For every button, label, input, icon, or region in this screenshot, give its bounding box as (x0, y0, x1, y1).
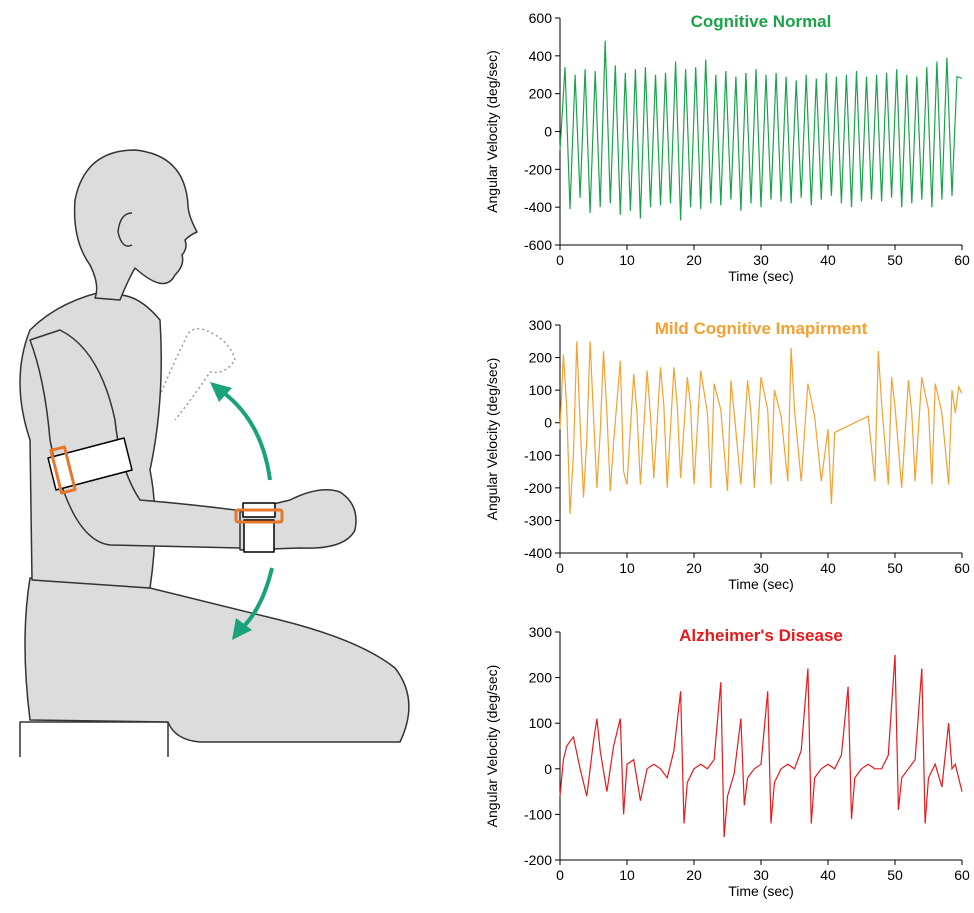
legs (25, 578, 409, 742)
y-tick-label: -100 (524, 806, 552, 822)
y-tick-label: -200 (524, 161, 552, 177)
y-tick-label: -600 (524, 237, 552, 253)
y-tick-label: 400 (529, 48, 553, 64)
y-tick-label: 0 (544, 124, 552, 140)
y-axis-label: Angular Velocity (deg/sec) (484, 665, 500, 828)
chart-title: Mild Cognitive Imapirment (655, 319, 868, 338)
chart-title: Cognitive Normal (691, 12, 832, 31)
x-tick-label: 20 (686, 252, 702, 268)
data-line (560, 655, 962, 837)
x-tick-label: 30 (753, 252, 769, 268)
y-tick-label: -400 (524, 545, 552, 561)
y-tick-label: 0 (544, 415, 552, 431)
y-tick-label: -200 (524, 480, 552, 496)
x-axis-label: Time (sec) (728, 268, 794, 284)
data-line (560, 41, 962, 221)
y-tick-label: -200 (524, 852, 552, 868)
x-tick-label: 60 (954, 252, 970, 268)
y-axis-label: Angular Velocity (deg/sec) (484, 358, 500, 521)
x-tick-label: 20 (686, 560, 702, 576)
y-tick-label: 200 (529, 670, 553, 686)
x-tick-label: 10 (619, 867, 635, 883)
y-tick-label: 0 (544, 761, 552, 777)
x-tick-label: 10 (619, 560, 635, 576)
x-axis-label: Time (sec) (728, 883, 794, 899)
y-tick-label: 100 (529, 382, 553, 398)
y-tick-label: -400 (524, 199, 552, 215)
x-tick-label: 40 (820, 560, 836, 576)
y-tick-label: 200 (529, 350, 553, 366)
stool (20, 722, 168, 757)
y-tick-label: 600 (529, 10, 553, 26)
y-tick-label: -300 (524, 512, 552, 528)
x-tick-label: 50 (887, 867, 903, 883)
data-line (560, 341, 962, 514)
x-tick-label: 0 (556, 867, 564, 883)
arrow-up (220, 390, 270, 480)
x-tick-label: 50 (887, 252, 903, 268)
x-tick-label: 50 (887, 560, 903, 576)
x-tick-label: 10 (619, 252, 635, 268)
x-tick-label: 20 (686, 867, 702, 883)
x-axis-label: Time (sec) (728, 576, 794, 592)
chart-title: Alzheimer's Disease (679, 626, 843, 645)
y-tick-label: 100 (529, 715, 553, 731)
y-tick-label: 200 (529, 86, 553, 102)
y-tick-label: -100 (524, 447, 552, 463)
x-tick-label: 0 (556, 560, 564, 576)
y-tick-label: 300 (529, 317, 553, 333)
illustration (20, 150, 409, 757)
x-tick-label: 30 (753, 867, 769, 883)
x-tick-label: 60 (954, 867, 970, 883)
x-tick-label: 40 (820, 867, 836, 883)
y-tick-label: 300 (529, 624, 553, 640)
figure: -600-400-20002004006000102030405060Time … (0, 0, 974, 908)
wrist-sensor (244, 520, 274, 552)
x-tick-label: 30 (753, 560, 769, 576)
y-axis-label: Angular Velocity (deg/sec) (484, 50, 500, 213)
head (75, 150, 197, 300)
x-tick-label: 60 (954, 560, 970, 576)
x-tick-label: 0 (556, 252, 564, 268)
x-tick-label: 40 (820, 252, 836, 268)
